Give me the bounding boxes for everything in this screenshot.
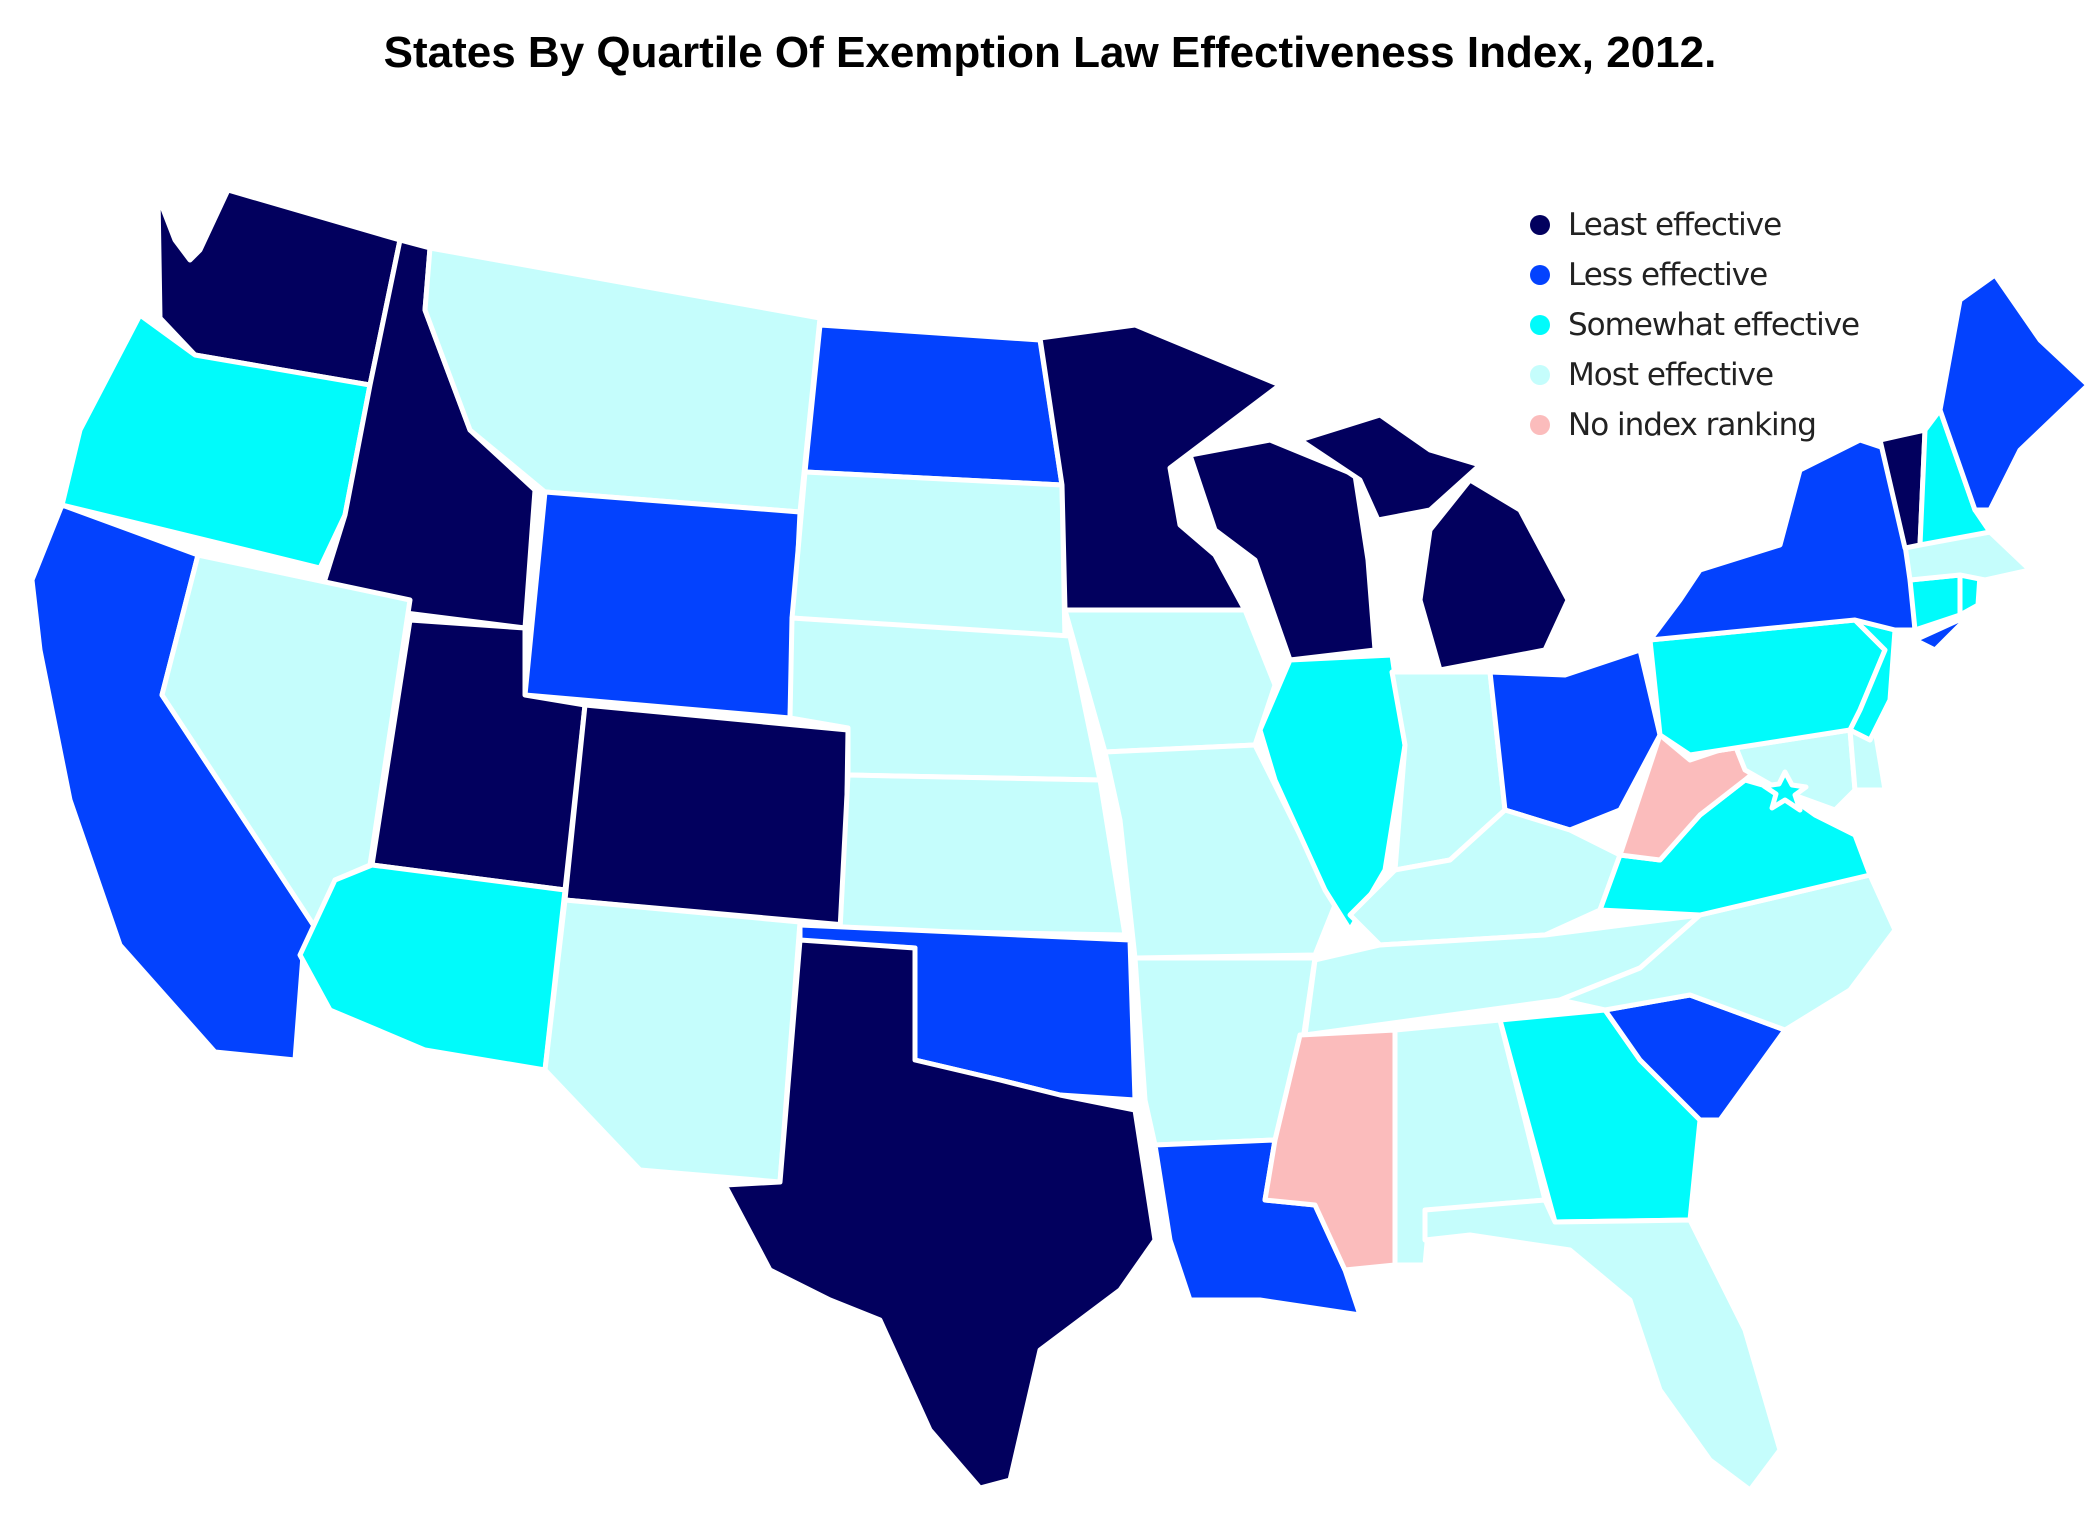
state-IA [1062, 607, 1278, 755]
legend-swatch [1530, 415, 1550, 435]
state-NM [542, 897, 803, 1185]
state-MI [1297, 412, 1571, 673]
legend-label: Somewhat effective [1568, 307, 1860, 343]
legend-item-least: Least effective [1530, 200, 1859, 250]
legend-label: Less effective [1568, 257, 1768, 293]
state-DC [1761, 769, 1809, 813]
legend-label: Most effective [1568, 357, 1774, 393]
state-AZ [297, 862, 568, 1073]
state-TX [722, 937, 1158, 1491]
state-KS [837, 772, 1128, 938]
state-NC [1557, 872, 1898, 1033]
state-WI [1187, 437, 1378, 663]
legend-swatch [1530, 365, 1550, 385]
map-title: States By Quartile Of Exemption Law Effe… [383, 28, 1717, 77]
state-FL [1422, 1197, 1783, 1493]
legend: Least effective Less effective Somewhat ef… [1530, 200, 1860, 450]
state-NJ [1847, 617, 1898, 743]
state-RI [1957, 572, 1983, 618]
legend-item-none: No index ranking [1530, 400, 1859, 450]
legend-item-less: Less effective [1530, 250, 1859, 300]
state-CO [562, 702, 851, 928]
legend-item-somewhat: Somewhat effective [1530, 300, 1860, 350]
legend-swatch [1530, 315, 1550, 335]
state-SD [789, 469, 1068, 645]
state-ME [1937, 272, 2091, 513]
legend-swatch [1530, 265, 1550, 285]
state-WA [155, 187, 403, 388]
state-NH [1917, 407, 1993, 548]
state-OR [59, 312, 373, 571]
legend-item-most: Most effective [1530, 350, 1859, 400]
legend-label: No index ranking [1568, 407, 1817, 443]
legend-label: Least effective [1568, 207, 1782, 243]
state-ND [802, 322, 1065, 488]
state-MO [1102, 742, 1338, 961]
state-MN [1037, 322, 1283, 613]
state-OH [1487, 647, 1663, 833]
legend-swatch [1530, 215, 1550, 235]
state-WY [522, 489, 803, 721]
